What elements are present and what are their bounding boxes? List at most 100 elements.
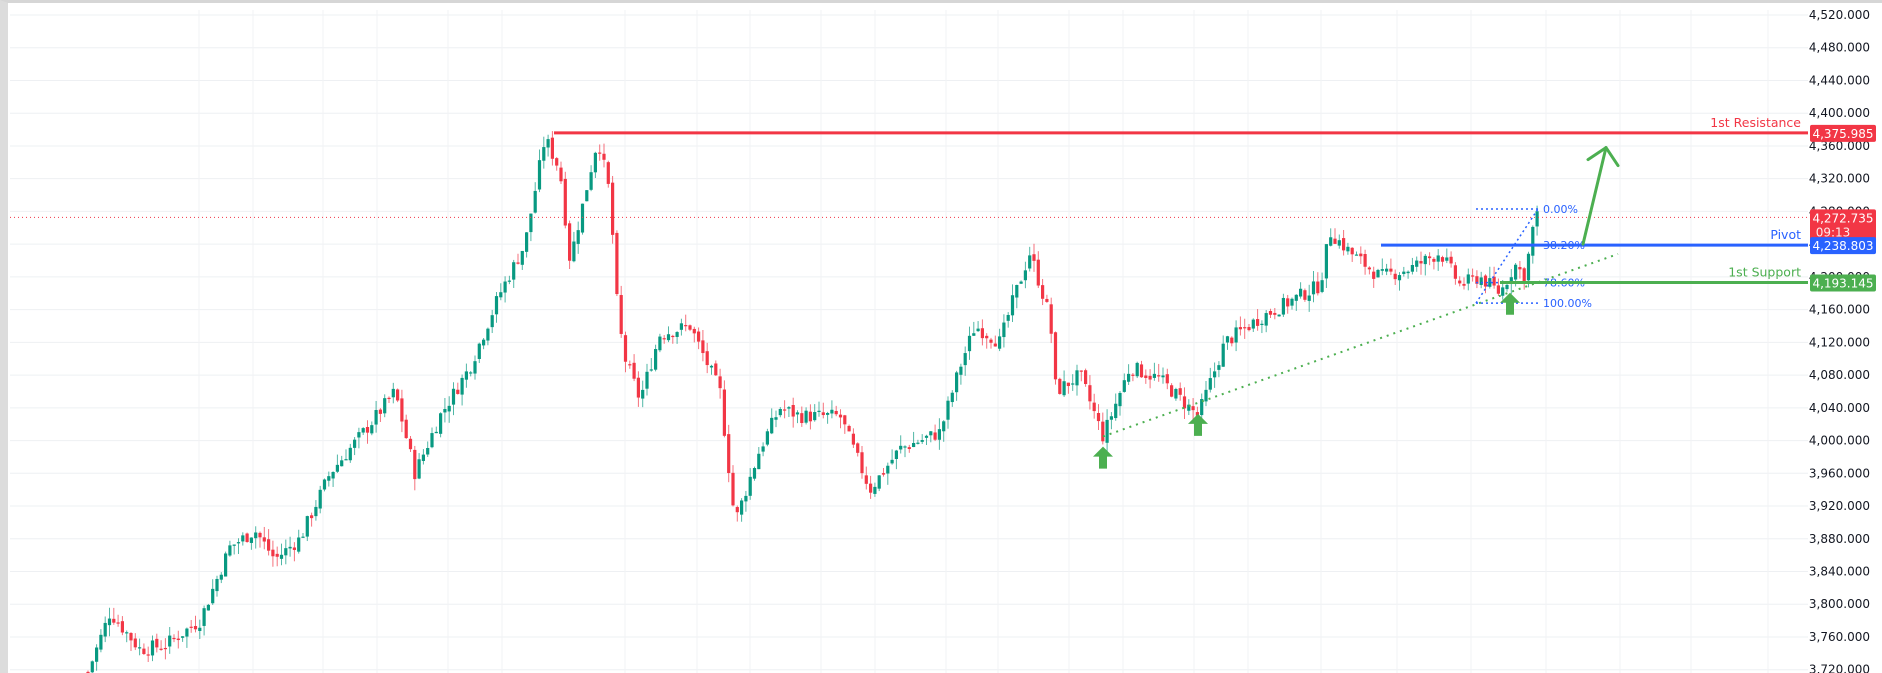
candle — [1071, 374, 1075, 391]
price-axis[interactable]: 4,520.000 4,480.000 4,440.000 4,400.000 4,36… — [1809, 8, 1876, 673]
candle-body — [881, 473, 886, 475]
candle-body — [632, 362, 636, 379]
resistance-tag[interactable] — [1810, 124, 1876, 142]
candle-body — [718, 376, 722, 389]
candle-body — [1419, 261, 1423, 264]
candle — [697, 327, 701, 350]
candle — [1436, 249, 1440, 271]
candle-body — [1376, 269, 1380, 278]
candle-body — [1397, 275, 1402, 281]
candle-body — [314, 506, 318, 517]
candle-body — [365, 426, 370, 433]
candle-body — [808, 411, 812, 422]
resistance-tag-price: 4,375.985 — [1812, 127, 1873, 141]
candle — [1346, 242, 1350, 255]
support-tag[interactable] — [1810, 274, 1876, 292]
candle — [503, 276, 507, 303]
fib-trend-line — [1475, 208, 1539, 304]
candle — [860, 446, 864, 479]
candle-body — [1010, 295, 1015, 316]
candle-body — [189, 626, 193, 628]
candle-body — [1062, 381, 1066, 396]
candle — [800, 406, 804, 427]
candle-body — [391, 388, 395, 398]
candle-body — [869, 483, 873, 493]
candle — [709, 364, 714, 375]
candle — [327, 471, 331, 487]
candle — [623, 331, 628, 373]
candle-body — [735, 507, 739, 513]
candle — [537, 149, 542, 193]
candlestick-series — [86, 131, 1539, 673]
candle — [1410, 257, 1414, 275]
candle-body — [1514, 264, 1518, 280]
candle — [619, 285, 623, 338]
candle-body — [563, 178, 567, 226]
candle — [1415, 256, 1419, 272]
candle-body — [331, 471, 335, 479]
candle — [1402, 266, 1406, 277]
candle-body — [1380, 269, 1384, 271]
candle — [1170, 383, 1174, 398]
candle-body — [546, 139, 550, 148]
current-price-tag[interactable] — [1810, 209, 1876, 243]
candle-body — [602, 153, 606, 160]
candle-body — [327, 476, 331, 481]
candle — [568, 220, 572, 270]
candle — [731, 465, 735, 507]
candle-body — [1109, 416, 1113, 420]
candle — [1139, 360, 1144, 378]
candle — [125, 630, 129, 643]
candle-body — [1290, 298, 1294, 306]
candle — [1088, 375, 1092, 410]
candle-body — [619, 295, 623, 334]
pivot-label: Pivot — [1770, 227, 1801, 242]
candle — [1393, 269, 1397, 285]
candle — [383, 394, 387, 418]
candle-body — [907, 447, 911, 450]
candle — [1354, 251, 1359, 256]
price-tick-label: 4,400.000 — [1809, 106, 1870, 120]
candle — [1028, 246, 1032, 272]
candle-body — [1346, 246, 1350, 252]
candle — [1230, 336, 1234, 347]
candle-body — [1273, 312, 1277, 315]
candle — [1105, 409, 1109, 452]
candle-body — [1213, 371, 1217, 378]
candle — [322, 478, 327, 492]
candle — [1066, 382, 1070, 394]
candle-body — [267, 539, 271, 551]
candle-body — [787, 407, 791, 409]
candle-body — [421, 454, 425, 461]
candle — [688, 324, 692, 332]
candle — [202, 605, 206, 636]
candle — [387, 396, 391, 403]
candle — [129, 632, 133, 652]
candle — [464, 363, 468, 388]
candle-body — [1096, 413, 1101, 422]
candle-body — [1329, 237, 1333, 246]
candle — [1522, 266, 1526, 290]
candle — [172, 634, 176, 643]
candle-body — [1526, 253, 1531, 281]
candle — [473, 355, 477, 380]
candle — [1518, 260, 1522, 279]
candle-body — [305, 516, 309, 537]
pivot-tag[interactable] — [1810, 237, 1876, 255]
candle-body — [469, 372, 473, 374]
candle — [1260, 320, 1264, 334]
candle-body — [886, 465, 890, 474]
candle-body — [236, 542, 241, 544]
candle-body — [228, 545, 232, 556]
candle — [1492, 266, 1496, 289]
candle-body — [464, 371, 468, 380]
candle-body — [426, 447, 430, 455]
candle-body — [765, 431, 769, 445]
candle — [946, 396, 950, 429]
candle-body — [361, 428, 365, 433]
candle — [189, 619, 193, 633]
candle-body — [714, 363, 718, 376]
candle — [90, 660, 94, 673]
candle — [998, 328, 1002, 352]
